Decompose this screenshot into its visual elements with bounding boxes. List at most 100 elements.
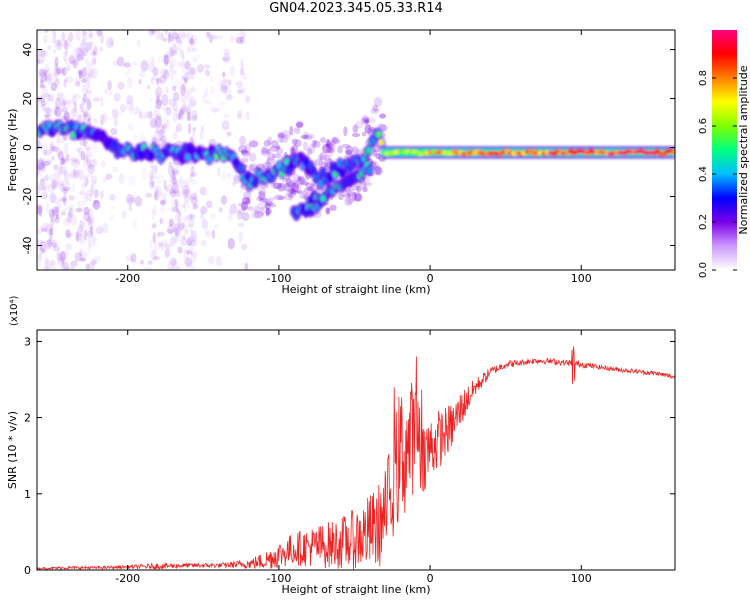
spectrogram-noise-speck bbox=[99, 46, 104, 52]
spectrogram-noise-speck bbox=[128, 175, 137, 187]
spectrogram-noise-speck bbox=[191, 84, 195, 93]
spectrogram-noise-speck bbox=[65, 179, 70, 185]
spectrogram-noise-speck bbox=[251, 209, 261, 220]
spectrogram-noise-speck bbox=[166, 47, 173, 57]
spectrogram-noise-speck bbox=[257, 200, 268, 210]
spectrogram-noise-speck bbox=[206, 31, 212, 36]
spectrogram-noise-speck bbox=[264, 203, 271, 210]
spectrogram-noise-speck bbox=[236, 89, 244, 94]
spectrogram-noise-speck bbox=[37, 53, 40, 65]
spectrogram-noise-speck bbox=[82, 111, 87, 123]
spectrogram-noise-speck bbox=[38, 178, 46, 191]
spectrogram-noise-speck bbox=[175, 35, 181, 41]
colorbar-tick-label: 0.4 bbox=[698, 166, 709, 182]
spectrogram-noise-speck bbox=[223, 113, 230, 119]
spectrogram-noise-speck bbox=[42, 157, 46, 169]
spectrogram-noise-speck bbox=[245, 95, 251, 104]
spectrogram-noise-speck bbox=[80, 250, 88, 258]
spectrogram-noise-speck bbox=[148, 56, 155, 65]
spectrogram-noise-speck bbox=[166, 184, 174, 194]
spectrogram-noise-speck bbox=[45, 201, 50, 213]
spectrogram-noise-speck bbox=[77, 47, 84, 57]
spectrogram-noise-speck bbox=[169, 46, 174, 58]
spectrogram-noise-speck bbox=[238, 87, 246, 93]
spectrogram-noise-speck bbox=[89, 225, 94, 233]
ridge-core bbox=[376, 131, 382, 139]
spectrogram-noise-speck bbox=[83, 174, 90, 179]
spectrogram-noise-speck bbox=[44, 113, 51, 118]
snr-y-label: SNR (10 * v/v) bbox=[6, 411, 19, 489]
spectrogram-noise-speck bbox=[113, 116, 119, 127]
spectrogram-noise-speck bbox=[60, 211, 66, 216]
spectrogram-noise-speck bbox=[42, 265, 48, 270]
spectrogram-noise-speck bbox=[191, 109, 198, 122]
spectrogram-noise-speck bbox=[60, 115, 69, 121]
spectrogram-noise-speck bbox=[41, 186, 48, 192]
spectrogram-noise-speck bbox=[78, 103, 83, 110]
spectrogram-noise-speck bbox=[50, 259, 55, 268]
spectrogram-noise-speck bbox=[48, 208, 55, 219]
spectrogram-noise-speck bbox=[63, 51, 68, 63]
spectrogram-noise-speck bbox=[181, 184, 190, 195]
spectrogram-noise-speck bbox=[80, 150, 86, 161]
spectrogram-noise-speck bbox=[224, 85, 232, 98]
spectrogram-noise-speck bbox=[52, 49, 57, 54]
spectrogram-noise-speck bbox=[38, 205, 43, 218]
spectrogram-noise-speck bbox=[191, 116, 197, 126]
spectrogram-noise-speck bbox=[37, 50, 43, 59]
spectrogram-noise-speck bbox=[347, 195, 354, 205]
spectrogram-noise-speck bbox=[150, 30, 157, 35]
spectrogram-noise-speck bbox=[180, 236, 187, 247]
spectrogram-x-axis: -200 -100 0 100 bbox=[115, 30, 592, 285]
spectrogram-noise-speck bbox=[49, 260, 58, 270]
spectrogram-noise-speck bbox=[360, 114, 370, 125]
spectrogram-noise-speck bbox=[64, 47, 69, 56]
spectrogram-noise-speck bbox=[279, 136, 289, 144]
spectrogram-noise-speck bbox=[43, 160, 51, 167]
spectrogram-noise-speck bbox=[155, 95, 159, 104]
spectrogram-noise-speck bbox=[351, 186, 359, 191]
y-tick-label: 1 bbox=[24, 488, 31, 501]
spectrogram-noise-speck bbox=[218, 101, 226, 107]
spectrogram-noise-speck bbox=[190, 246, 194, 257]
spectrogram-noise-speck bbox=[354, 120, 364, 129]
spectrogram-noise-speck bbox=[232, 175, 239, 182]
spectrogram-noise-speck bbox=[59, 107, 66, 119]
y-tick-label: 40 bbox=[21, 43, 34, 57]
spectrogram-noise-speck bbox=[161, 215, 166, 227]
spectrogram-noise-speck bbox=[37, 161, 43, 171]
spectrogram-noise-speck bbox=[57, 253, 62, 261]
spectrogram-noise-speck bbox=[170, 69, 175, 82]
spectrogram-noise-speck bbox=[172, 159, 181, 166]
spectrogram-noise-speck bbox=[39, 71, 48, 83]
spectrogram-noise-speck bbox=[319, 151, 327, 161]
spectrogram-noise-speck bbox=[82, 156, 89, 168]
spectrogram-noise-speck bbox=[241, 243, 248, 251]
snr-panel: -200 -100 0 100 0 1 2 3 Height of straight lin… bbox=[6, 295, 676, 596]
spectrogram-noise-speck bbox=[276, 182, 285, 192]
spectrogram-noise-speck bbox=[329, 204, 337, 212]
spectrogram-noise-speck bbox=[158, 138, 166, 144]
spectrogram-noise-speck bbox=[207, 255, 215, 265]
spectrogram-noise-speck bbox=[38, 68, 47, 77]
spectrogram-noise-speck bbox=[236, 36, 243, 44]
spectrogram-noise-speck bbox=[85, 42, 93, 52]
spectrogram-noise-speck bbox=[175, 125, 179, 133]
spectrogram-noise-speck bbox=[56, 181, 65, 187]
x-tick-label: 0 bbox=[427, 572, 434, 585]
spectrogram-noise-speck bbox=[70, 107, 78, 118]
spectrogram-noise-speck bbox=[263, 139, 272, 147]
spectrogram-noise-speck bbox=[62, 158, 66, 164]
spectrogram-noise-speck bbox=[364, 124, 372, 134]
spectrogram-noise-speck bbox=[172, 42, 177, 48]
spectrogram-noise-speck bbox=[170, 166, 174, 173]
spectrogram-noise-speck bbox=[323, 158, 328, 168]
spectrogram-noise-speck bbox=[155, 126, 160, 139]
spectrogram-noise-speck bbox=[205, 31, 211, 39]
colorbar-gradient bbox=[712, 30, 737, 270]
snr-y-axis: 0 1 2 3 bbox=[24, 335, 675, 577]
spectrogram-noise-speck bbox=[191, 230, 197, 243]
spectrogram-noise-speck bbox=[266, 158, 271, 168]
spectrogram-noise-speck bbox=[192, 54, 201, 60]
spectrogram-noise-speck bbox=[152, 66, 159, 77]
